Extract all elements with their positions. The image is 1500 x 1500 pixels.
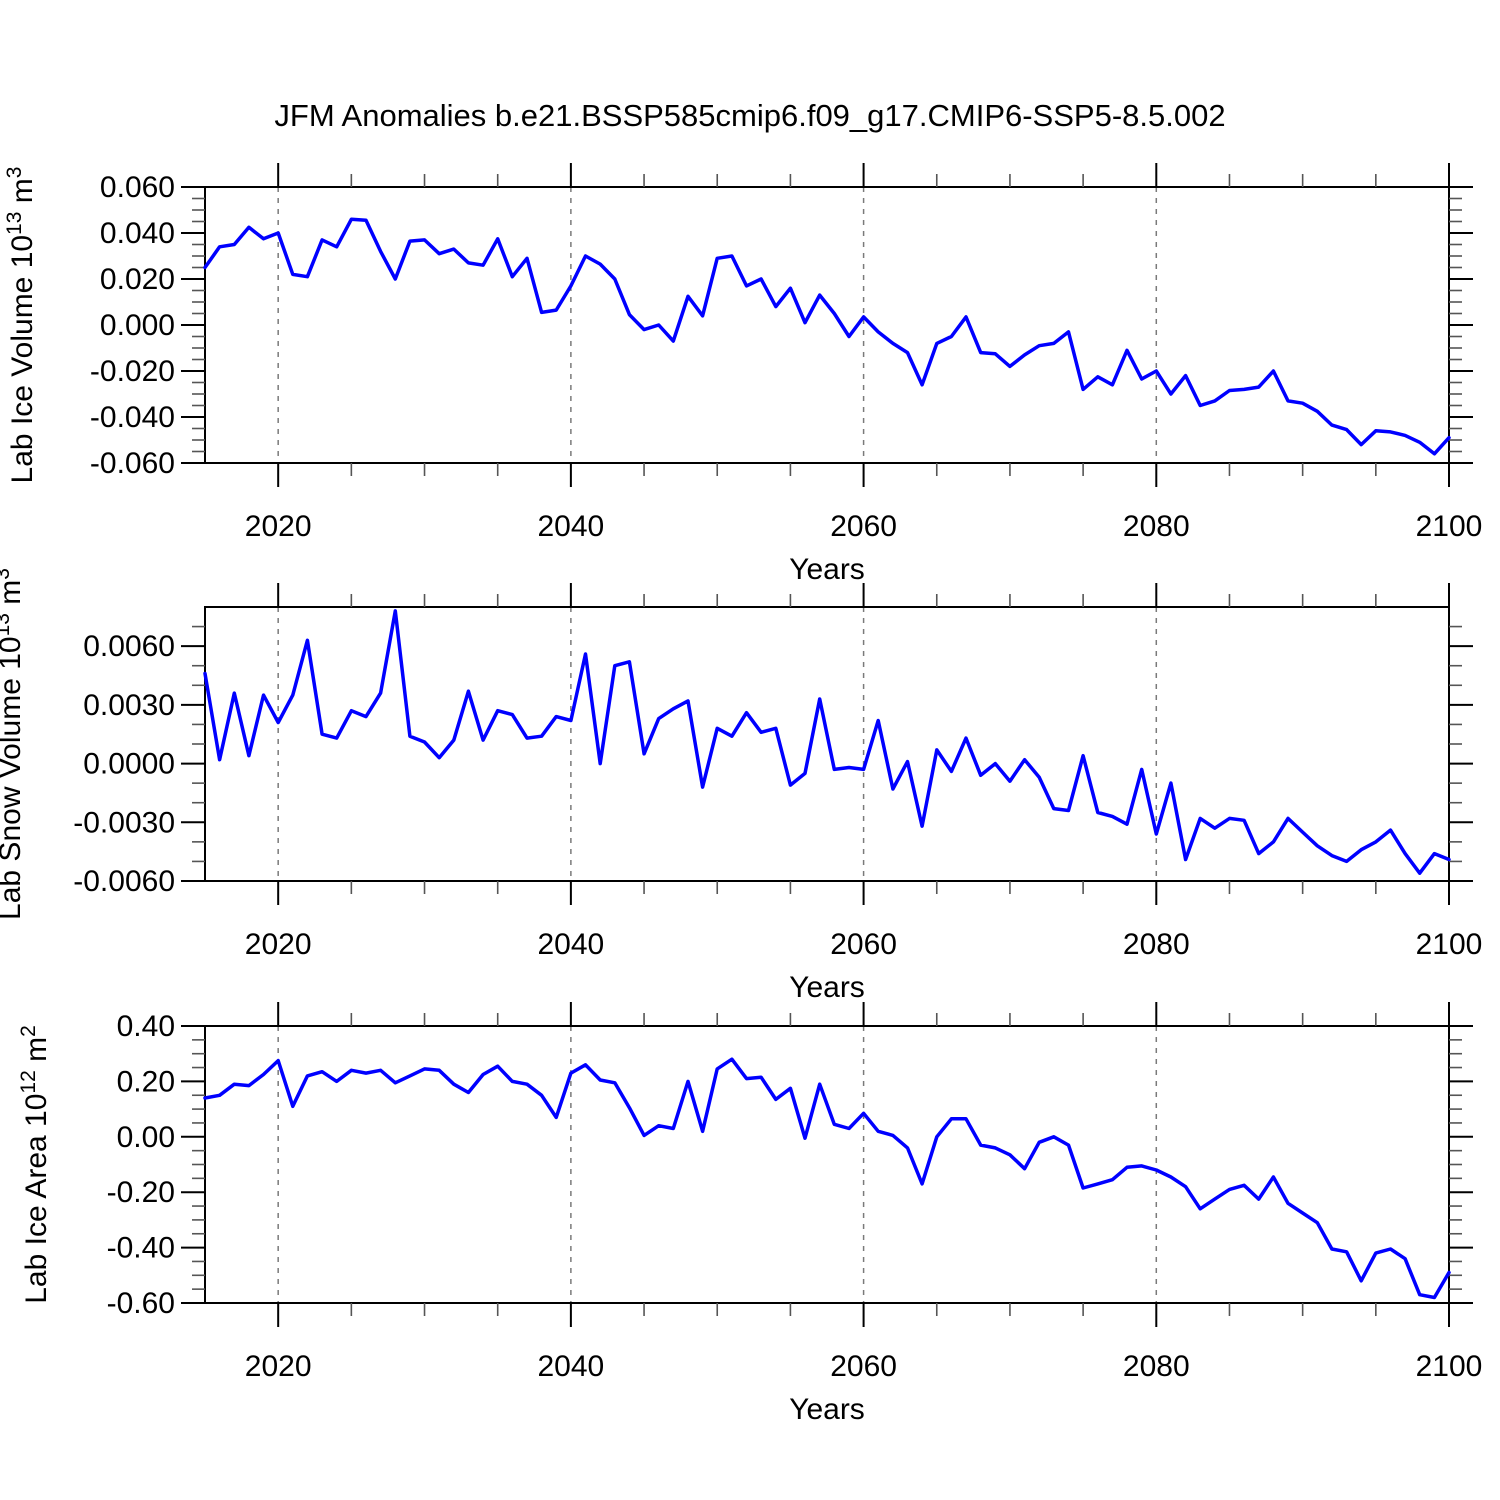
svg-text:-0.060: -0.060 <box>90 447 175 480</box>
svg-text:2040: 2040 <box>538 1350 605 1383</box>
chart-title: JFM Anomalies b.e21.BSSP585cmip6.f09_g17… <box>274 98 1226 133</box>
svg-text:2020: 2020 <box>245 510 312 543</box>
svg-text:2060: 2060 <box>830 1350 897 1383</box>
svg-text:-0.0030: -0.0030 <box>73 806 175 839</box>
svg-text:-0.020: -0.020 <box>90 355 175 388</box>
panel-lab-snow-volume: 0.0060 0.0030 0.0000 -0.0030 -0.0060 2020 2040… <box>0 568 1482 1004</box>
x-axis-label: Years <box>789 1393 865 1426</box>
y-axis-label-lab-ice-area: Lab Ice Area 1012 m2 <box>17 1025 53 1304</box>
svg-text:-0.0060: -0.0060 <box>73 865 175 898</box>
svg-text:0.000: 0.000 <box>100 309 175 342</box>
x-axis-label: Years <box>789 553 865 586</box>
data-line-lab-snow-volume <box>203 609 1451 875</box>
svg-text:2100: 2100 <box>1416 928 1483 961</box>
svg-text:2100: 2100 <box>1416 510 1483 543</box>
svg-text:-0.20: -0.20 <box>107 1176 175 1209</box>
svg-text:-0.40: -0.40 <box>107 1232 175 1265</box>
x-axis-label: Years <box>789 971 865 1004</box>
svg-text:2040: 2040 <box>538 928 605 961</box>
y-axis-label-lab-ice-volume: Lab Ice Volume 1013 m3 <box>3 167 39 484</box>
svg-text:2060: 2060 <box>830 928 897 961</box>
svg-text:2040: 2040 <box>538 510 605 543</box>
svg-text:0.0030: 0.0030 <box>83 689 175 722</box>
svg-text:2080: 2080 <box>1123 1350 1190 1383</box>
svg-text:0.020: 0.020 <box>100 263 175 296</box>
svg-text:2020: 2020 <box>245 1350 312 1383</box>
svg-text:0.060: 0.060 <box>100 171 175 204</box>
svg-text:2060: 2060 <box>830 510 897 543</box>
panel-lab-ice-area: 0.40 0.20 0.00 -0.20 -0.40 -0.60 2020 2040 2060 2… <box>17 1002 1482 1426</box>
svg-text:2080: 2080 <box>1123 510 1190 543</box>
svg-text:0.40: 0.40 <box>117 1010 175 1043</box>
data-line-lab-ice-volume <box>203 217 1451 456</box>
svg-text:-0.60: -0.60 <box>107 1287 175 1320</box>
svg-text:0.20: 0.20 <box>117 1065 175 1098</box>
svg-text:-0.040: -0.040 <box>90 401 175 434</box>
svg-text:0.0060: 0.0060 <box>83 630 175 663</box>
svg-text:2020: 2020 <box>245 928 312 961</box>
data-line-lab-ice-area <box>203 1057 1451 1300</box>
svg-text:2080: 2080 <box>1123 928 1190 961</box>
svg-text:0.0000: 0.0000 <box>83 748 175 781</box>
svg-text:0.040: 0.040 <box>100 217 175 250</box>
y-axis-label-lab-snow-volume: Lab Snow Volume 1013 m3 <box>0 568 27 920</box>
panel-lab-ice-volume: 0.060 0.040 0.020 0.000 -0.020 -0.040 -0.060 20… <box>3 163 1482 586</box>
svg-text:0.00: 0.00 <box>117 1121 175 1154</box>
svg-text:2100: 2100 <box>1416 1350 1483 1383</box>
